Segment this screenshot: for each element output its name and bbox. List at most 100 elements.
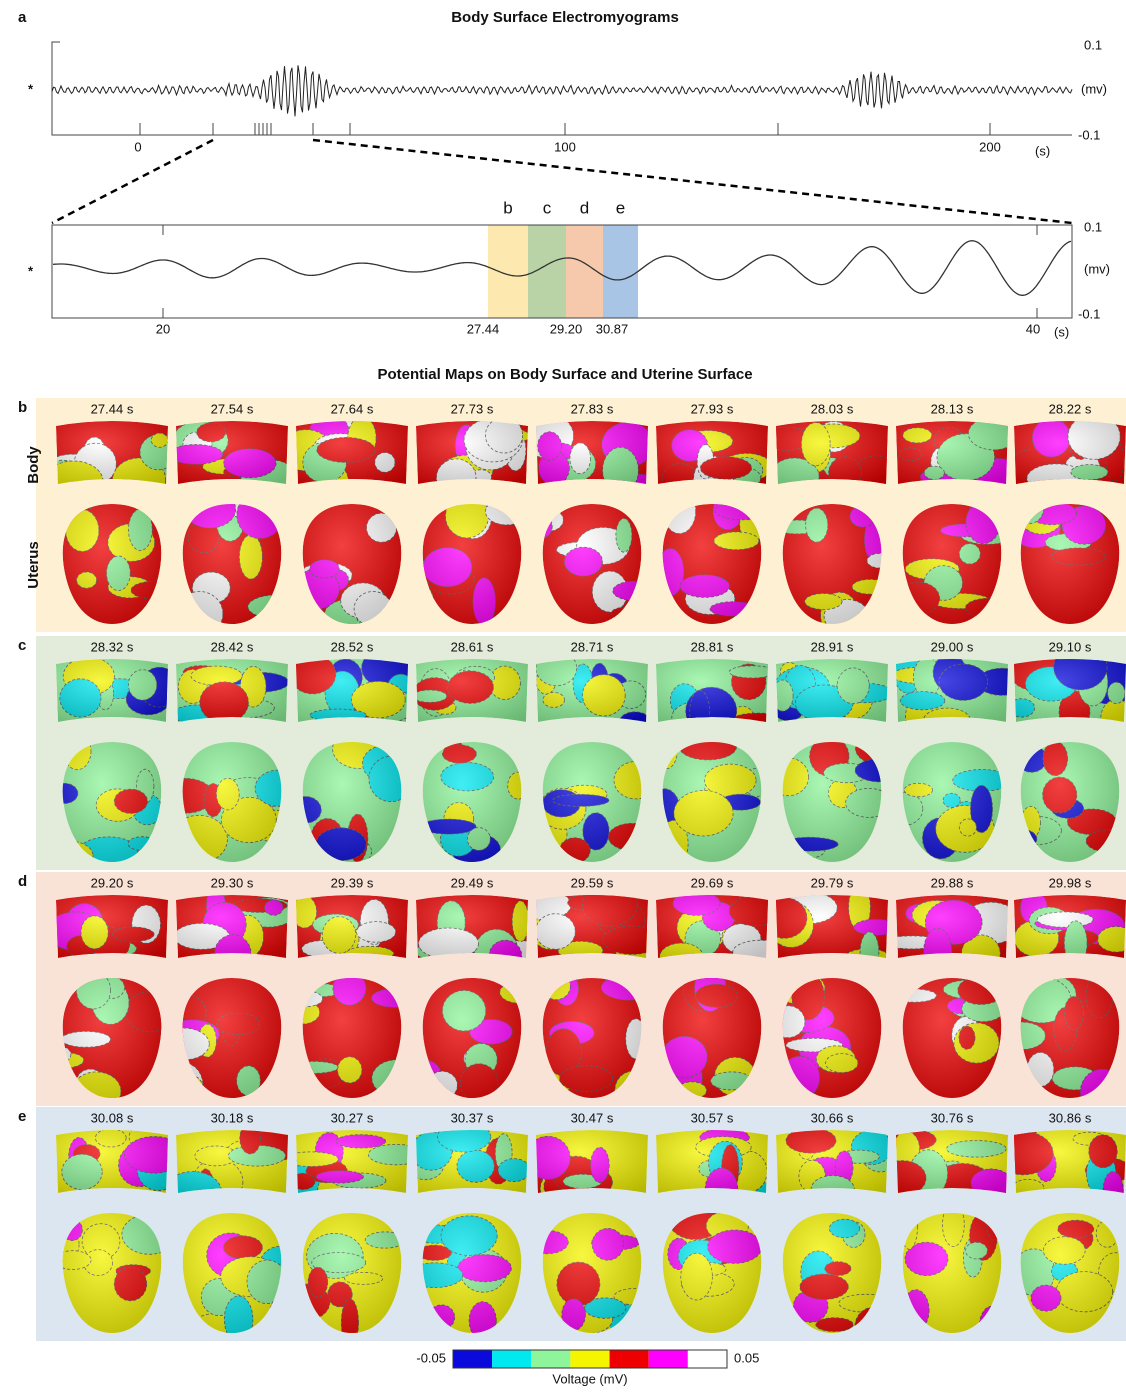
colorbar-swatch [570, 1350, 609, 1368]
map-shade [776, 659, 888, 722]
body-map [413, 659, 528, 722]
x-tick-label: 20 [156, 321, 170, 336]
time-label: 30.86 s [1049, 1110, 1092, 1125]
time-label: 30.08 s [91, 1110, 134, 1125]
window-label: c [543, 198, 552, 217]
map-shade [296, 1130, 408, 1193]
time-label: 29.00 s [931, 639, 974, 654]
time-label: 29.30 s [211, 875, 254, 890]
map-shade [1014, 1130, 1126, 1193]
time-label: 29.39 s [331, 875, 374, 890]
map-shade [536, 659, 648, 722]
time-label: 27.93 s [691, 401, 734, 416]
map-shade [176, 1130, 288, 1193]
time-label: 28.81 s [691, 639, 734, 654]
time-label: 28.22 s [1049, 401, 1092, 416]
row-letter: c [18, 637, 26, 654]
colorbar-swatch [610, 1350, 649, 1368]
colorbar-max: 0.05 [734, 1350, 759, 1365]
x-tick-label: 40 [1026, 321, 1040, 336]
y-unit: (mv) [1084, 261, 1110, 276]
time-label: 28.52 s [331, 639, 374, 654]
map-shade [56, 895, 168, 958]
map-shade [896, 895, 1008, 958]
x-tick-label: 29.20 [550, 321, 583, 336]
map-shade [176, 659, 288, 722]
map-shade [896, 421, 1008, 484]
map-shade [656, 895, 768, 958]
time-label: 28.61 s [451, 639, 494, 654]
y-bottom-label: -0.1 [1078, 127, 1100, 142]
colorbar-swatch [649, 1350, 688, 1368]
colorbar-swatch [453, 1350, 492, 1368]
window-label: b [503, 198, 512, 217]
row-letter: e [18, 1108, 26, 1125]
map-shade [296, 421, 408, 484]
window [488, 225, 528, 318]
x-tick-label: 30.87 [596, 321, 629, 336]
time-label: 27.83 s [571, 401, 614, 416]
time-label: 30.37 s [451, 1110, 494, 1125]
time-label: 30.27 s [331, 1110, 374, 1125]
colorbar-title: Voltage (mV) [552, 1371, 627, 1386]
map-shade [416, 659, 528, 722]
map-shade [296, 659, 408, 722]
trace-marker: * [28, 81, 34, 96]
time-label: 28.13 s [931, 401, 974, 416]
map-shade [56, 1130, 168, 1193]
map-shade [536, 421, 648, 484]
colorbar-swatch [492, 1350, 531, 1368]
time-label: 29.49 s [451, 875, 494, 890]
time-label: 29.98 s [1049, 875, 1092, 890]
zoom-guide [52, 140, 213, 223]
body-map [292, 895, 408, 961]
maps-title: Potential Maps on Body Surface and Uteri… [377, 366, 752, 383]
x-unit: (s) [1035, 143, 1050, 158]
zoom-guide [313, 140, 1072, 223]
time-label: 28.71 s [571, 639, 614, 654]
figure: a Body Surface Electromyograms Potential… [0, 0, 1126, 1389]
row-label: Uterus [25, 541, 42, 589]
map-shade [1014, 895, 1126, 958]
row-label: Body [25, 446, 42, 484]
map-shade [656, 1130, 768, 1193]
map-shade [536, 1130, 648, 1193]
panel-title: Body Surface Electromyograms [451, 9, 679, 26]
map-shade [1014, 659, 1126, 722]
row-letter: b [18, 399, 27, 416]
time-label: 28.03 s [811, 401, 854, 416]
window-label: e [616, 198, 625, 217]
y-bottom-label: -0.1 [1078, 306, 1100, 321]
y-top-label: 0.1 [1084, 219, 1102, 234]
x-tick-label: 27.44 [467, 321, 500, 336]
trace-marker: * [28, 263, 34, 278]
time-label: 29.88 s [931, 875, 974, 890]
map-shade [896, 659, 1008, 722]
time-label: 27.73 s [451, 401, 494, 416]
map-shade [416, 1130, 528, 1193]
window [603, 225, 638, 318]
map-shade [656, 421, 768, 484]
x-tick-label: 0 [134, 139, 141, 154]
time-label: 30.57 s [691, 1110, 734, 1125]
map-shade [56, 421, 168, 484]
body-map [772, 659, 893, 722]
time-label: 30.18 s [211, 1110, 254, 1125]
colorbar-swatch [688, 1350, 727, 1368]
time-label: 28.42 s [211, 639, 254, 654]
y-top-label: 0.1 [1084, 37, 1102, 52]
body-map [172, 659, 289, 724]
time-label: 27.64 s [331, 401, 374, 416]
time-label: 27.54 s [211, 401, 254, 416]
map-shade [536, 895, 648, 958]
map-shade [296, 895, 408, 958]
colorbar-swatch [531, 1350, 570, 1368]
row-letter: d [18, 873, 27, 890]
window-label: d [580, 198, 589, 217]
time-label: 29.10 s [1049, 639, 1092, 654]
map-shade [776, 895, 888, 958]
map-shade [776, 421, 888, 484]
map-shade [176, 421, 288, 484]
map-shade [56, 659, 168, 722]
body-map [47, 895, 168, 963]
